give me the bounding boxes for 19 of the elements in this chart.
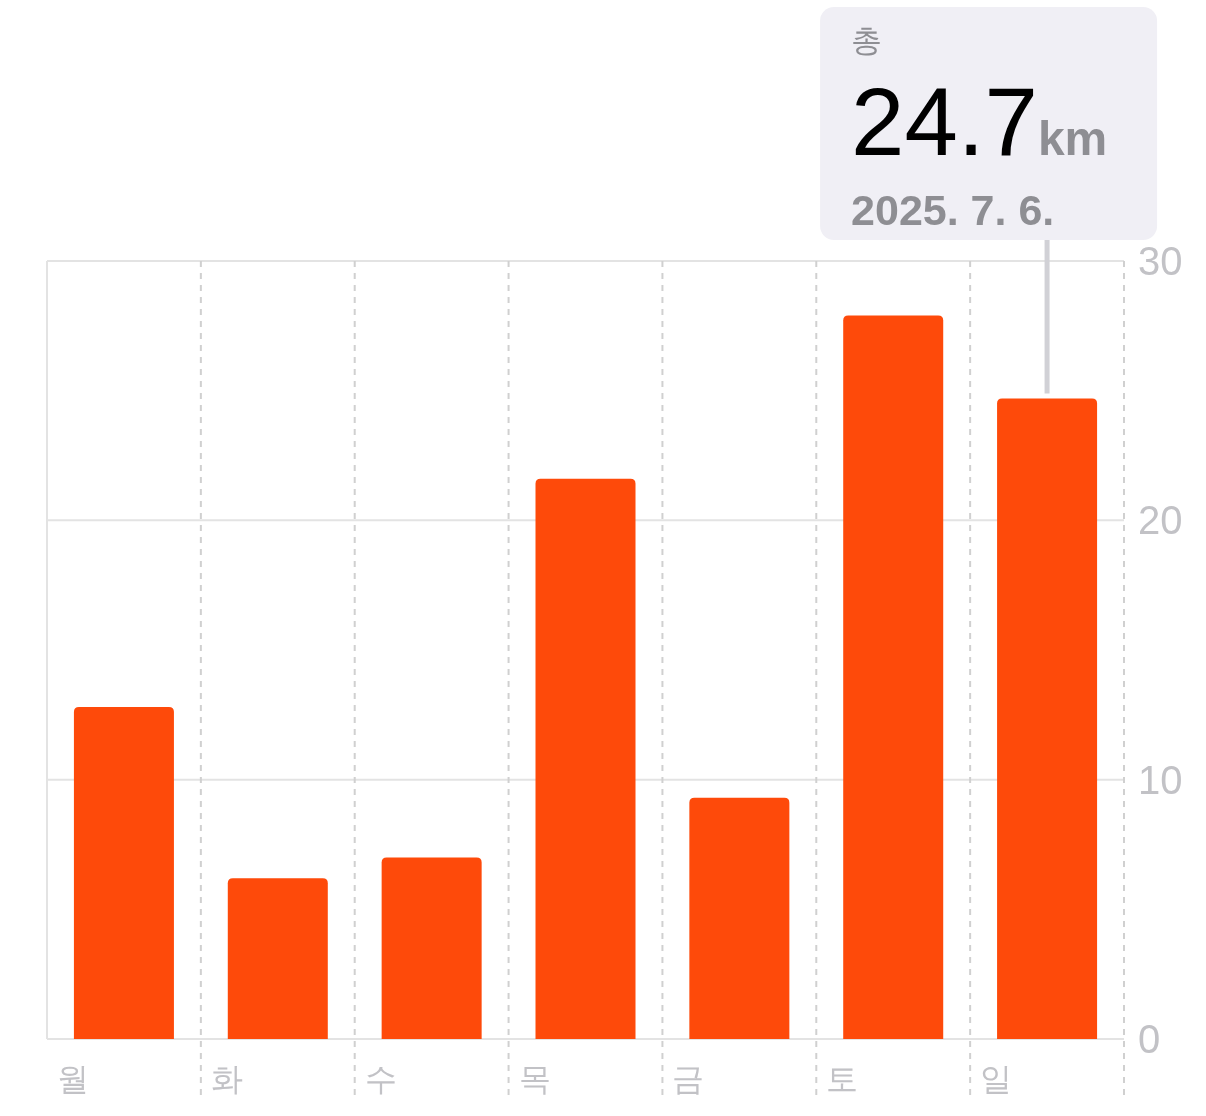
x-tick-label: 금 [672,1061,705,1097]
y-tick-label: 30 [1138,239,1183,283]
y-tick-label: 10 [1138,757,1183,802]
x-tick-label: 수 [364,1061,397,1097]
x-tick-label: 목 [518,1061,551,1097]
y-tick-label: 0 [1138,1017,1161,1061]
bar [843,315,944,1039]
annotation: 총 24.7km 2025. 7. 6. [851,23,1108,234]
x-tick-label: 일 [980,1061,1013,1097]
bar [689,797,790,1039]
bar [227,878,328,1039]
y-tick-label: 20 [1138,498,1183,543]
bar [381,857,482,1039]
x-tick-label: 토 [826,1061,859,1097]
bar [535,478,636,1039]
x-tick-label: 화 [210,1061,243,1097]
bar [997,398,1098,1039]
x-tick-label: 월 [57,1061,89,1097]
bar [73,707,174,1039]
